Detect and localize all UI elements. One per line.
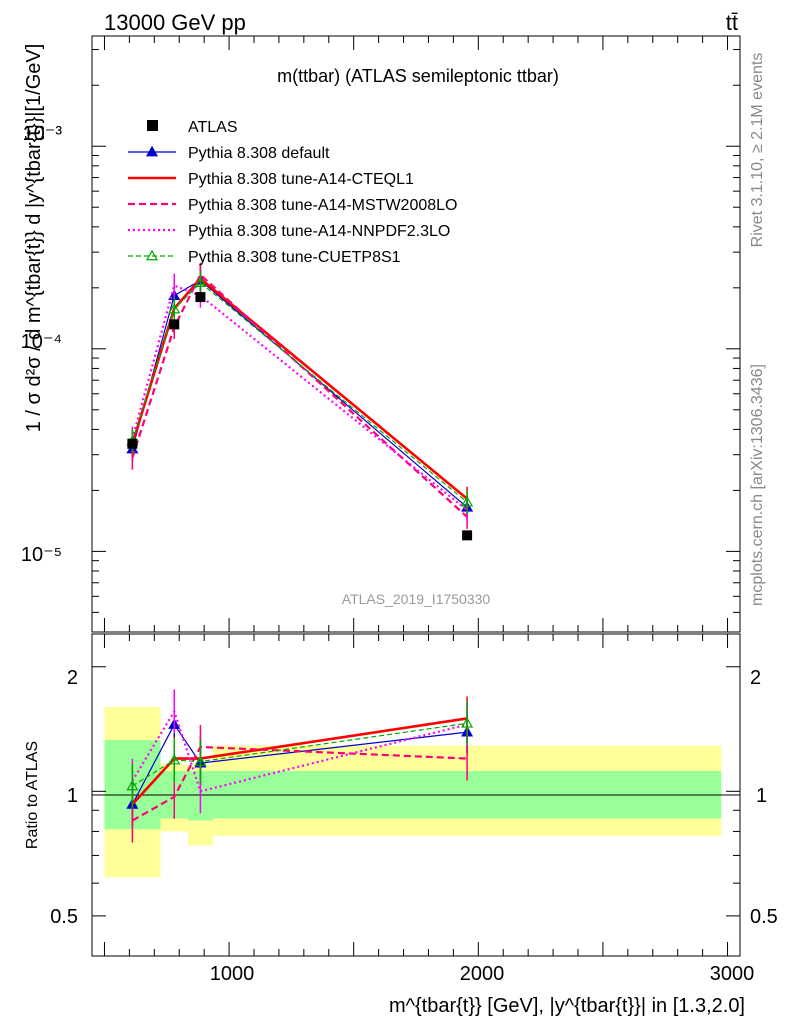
ratio-marks <box>126 689 474 843</box>
ratio-tick-2-left: 2 <box>67 667 78 689</box>
ratio-tick-05-right: 0.5 <box>750 906 778 928</box>
ratio-marker <box>194 755 207 766</box>
y-tick-label-1e-3: 10⁻³ <box>23 123 63 145</box>
ratio-panel: 2 1 0.5 2 1 0.5 Ratio to ATLAS 1000 2000… <box>24 633 778 1017</box>
ratio-line <box>132 722 468 787</box>
ratio-line <box>131 708 468 793</box>
ratio-tick-1-left: 1 <box>67 785 78 807</box>
legend-label: ATLAS <box>188 119 238 136</box>
mc-marker <box>461 495 474 507</box>
ratio-ticks <box>92 634 740 957</box>
legend-label: Pythia 8.308 tune-A14-MSTW2008LO <box>188 197 457 214</box>
legend-marker <box>145 249 159 261</box>
mc-line <box>131 279 468 508</box>
analysis-watermark: ATLAS_2019_I1750330 <box>342 591 491 607</box>
header-energy: 13000 GeV pp <box>104 10 246 35</box>
mc-marker <box>194 276 207 288</box>
ratio-tick-1-right: 1 <box>756 785 767 807</box>
legend-marker-atlas <box>147 120 158 131</box>
main-y-axis-label: 1 / σ d²σ / d m^{tbar{t}} d |y^{tbar{t}}… <box>23 44 45 433</box>
main-ticks <box>92 36 740 633</box>
legend-label: Pythia 8.308 tune-A14-CTEQL1 <box>188 171 414 188</box>
legend-label: Pythia 8.308 tune-CUETP8S1 <box>188 249 401 266</box>
mc-marker <box>168 302 181 314</box>
ratio-tick-2-right: 2 <box>750 667 761 689</box>
ratio-marker <box>126 779 139 791</box>
ratio-line <box>131 745 468 822</box>
mc-line <box>131 281 468 503</box>
main-panel: m(ttbar) (ATLAS semileptonic ttbar) ATLA… <box>21 35 741 633</box>
main-frame <box>91 35 741 633</box>
ratio-marker <box>461 717 474 728</box>
x-tick-label-3000: 3000 <box>710 963 755 985</box>
ratio-line <box>131 717 468 806</box>
ratio-line <box>131 723 468 805</box>
mcplots-label: mcplots.cern.ch [arXiv:1306.3436] <box>749 364 766 606</box>
rivet-label: Rivet 3.1.10, ≥ 2.1M events <box>749 53 766 248</box>
y-tick-label-1e-4: 10⁻⁴ <box>21 331 62 353</box>
x-axis-label: m^{tbar{t}} [GeV], |y^{tbar{t}}| in [1.3… <box>389 995 745 1017</box>
mc-line <box>131 284 468 511</box>
ratio-tick-05-left: 0.5 <box>50 906 78 928</box>
x-tick-label-1000: 1000 <box>210 963 255 985</box>
legend-label: Pythia 8.308 default <box>188 145 330 162</box>
data-point <box>462 530 473 541</box>
header-process: tt̄ <box>726 10 738 35</box>
data-point <box>127 438 138 449</box>
ratio-y-axis-label: Ratio to ATLAS <box>24 741 41 849</box>
plot-title: m(ttbar) (ATLAS semileptonic ttbar) <box>277 66 559 86</box>
main-marks <box>126 262 474 541</box>
data-point <box>195 292 206 303</box>
y-tick-label-1e-5: 10⁻⁵ <box>21 544 62 566</box>
x-tick-label-2000: 2000 <box>460 963 505 985</box>
ratio-marker <box>168 753 181 765</box>
ratio-frame <box>91 633 741 957</box>
legend-marker <box>145 145 159 157</box>
legend: ATLAS Pythia 8.308 default Pythia 8.308 tu… <box>128 119 457 266</box>
data-point <box>169 319 180 330</box>
mc-line <box>131 272 468 518</box>
legend-label: Pythia 8.308 tune-A14-NNPDF2.3LO <box>188 223 450 240</box>
ratio-bands <box>104 706 722 878</box>
